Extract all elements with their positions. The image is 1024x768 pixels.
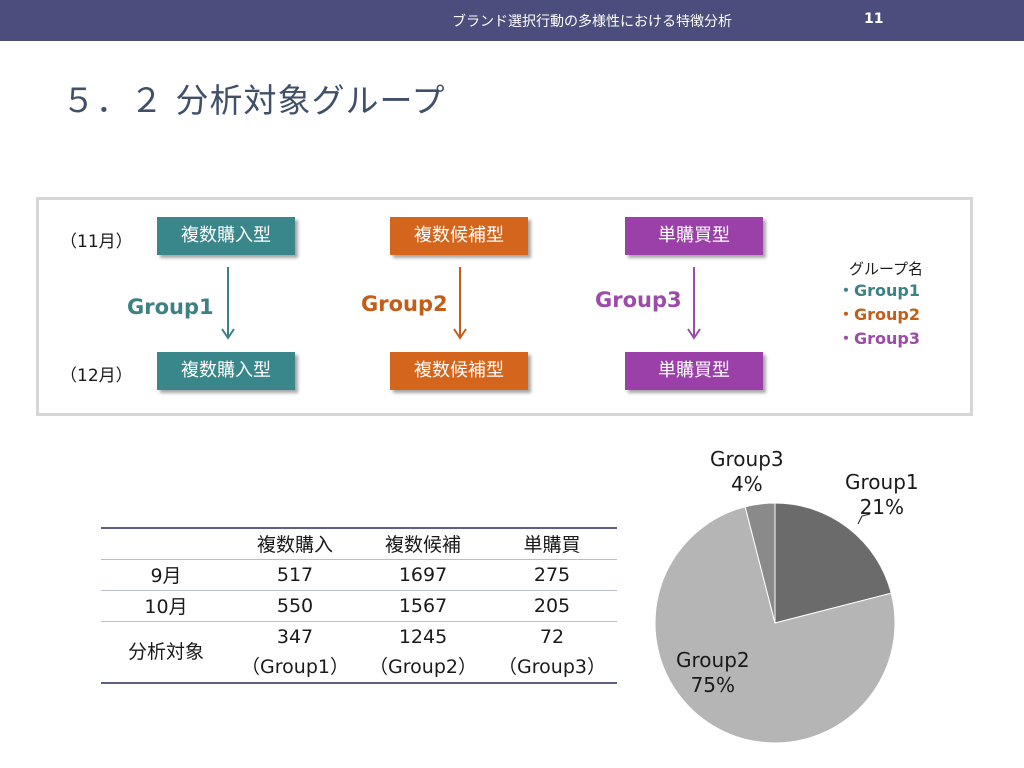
pie-label-group3: Group3 4% bbox=[710, 447, 784, 497]
type-box-multi-purchase-bottom: 複数購入型 bbox=[157, 352, 295, 390]
table-cell: 275 bbox=[533, 563, 571, 586]
pie-label-value: 75% bbox=[690, 673, 736, 697]
pie-chart: Group3 4% Group1 21% Group2 75% bbox=[640, 440, 1024, 768]
legend-item-group3: ・Group3 bbox=[838, 329, 920, 348]
table-header-cell bbox=[101, 528, 231, 559]
cell-value: 347 bbox=[276, 625, 314, 648]
table-header-cell: 複数候補 bbox=[384, 534, 461, 557]
table-header-row: 複数購入 複数候補 単購買 bbox=[101, 528, 617, 559]
table-cell: 517 bbox=[276, 563, 314, 586]
month-label-top: （11月） bbox=[60, 232, 133, 252]
pie-label-value: 21% bbox=[859, 495, 905, 519]
cell-value: 1245 bbox=[398, 625, 448, 648]
cell-note: （Group2） bbox=[369, 655, 477, 678]
pie-chart-svg bbox=[654, 502, 896, 744]
arrow-down-icon bbox=[221, 267, 235, 340]
pie-slice-group2 bbox=[654, 506, 896, 744]
group-label-group2: Group2 bbox=[361, 292, 448, 316]
table-row-label: 分析対象 bbox=[127, 640, 204, 663]
legend-title: グループ名 bbox=[848, 260, 924, 278]
type-box-single-purchase-top: 単購買型 bbox=[625, 217, 763, 255]
cell-value: 72 bbox=[539, 625, 565, 648]
table-cell: 550 bbox=[276, 594, 314, 617]
pie-label-name: Group2 bbox=[676, 648, 750, 672]
pie-leader-line bbox=[857, 513, 871, 525]
header-bar: ブランド選択行動の多様性における特徴分析 11 bbox=[0, 0, 1024, 41]
table-cell: 205 bbox=[533, 594, 571, 617]
pie-label-value: 4% bbox=[730, 472, 763, 496]
pie-slice-group3 bbox=[744, 502, 776, 624]
page-number: 11 bbox=[864, 11, 884, 27]
arrow-down-icon bbox=[453, 267, 467, 340]
legend-item-group2: ・Group2 bbox=[838, 305, 920, 324]
month-label-bottom: （12月） bbox=[60, 366, 133, 386]
table-row-label: 10月 bbox=[144, 596, 188, 618]
pie-label-group2: Group2 75% bbox=[676, 648, 750, 698]
table-cell: 1245 （Group2） bbox=[359, 621, 487, 683]
table-row: 9月 517 1697 275 bbox=[101, 559, 617, 590]
table-header-cell: 複数購入 bbox=[256, 534, 333, 557]
pie-label-group1: Group1 21% bbox=[845, 470, 919, 520]
table-header-cell: 単購買 bbox=[523, 534, 581, 557]
group-label-group1: Group1 bbox=[127, 295, 214, 319]
type-box-multi-candidate-top: 複数候補型 bbox=[390, 217, 528, 255]
header-title: ブランド選択行動の多様性における特徴分析 bbox=[452, 14, 732, 30]
table-cell: 72 （Group3） bbox=[487, 621, 617, 683]
pie-label-name: Group3 bbox=[710, 447, 784, 471]
type-box-multi-candidate-bottom: 複数候補型 bbox=[390, 352, 528, 390]
group-label-group3: Group3 bbox=[595, 288, 682, 312]
group-legend: グループ名 ・Group1 ・Group2 ・Group3 bbox=[826, 258, 946, 351]
cell-note: （Group3） bbox=[498, 655, 606, 678]
legend-item-group1: ・Group1 bbox=[838, 281, 920, 300]
table-cell: 1697 bbox=[398, 563, 448, 586]
type-box-multi-purchase-top: 複数購入型 bbox=[157, 217, 295, 255]
cell-note: （Group1） bbox=[241, 655, 349, 678]
pie-label-name: Group1 bbox=[845, 470, 919, 494]
data-table: 複数購入 複数候補 単購買 9月 517 1697 275 10月 550 15… bbox=[101, 527, 617, 684]
slide-title: ５．２ 分析対象グループ bbox=[62, 81, 446, 120]
table-cell: 347 （Group1） bbox=[231, 621, 359, 683]
arrow-down-icon bbox=[687, 267, 701, 340]
table-cell: 1567 bbox=[398, 594, 448, 617]
table-row: 分析対象 347 （Group1） 1245 （Group2） 72 （Group3） bbox=[101, 621, 617, 683]
pie-slice-group1 bbox=[774, 502, 892, 624]
type-box-single-purchase-bottom: 単購買型 bbox=[625, 352, 763, 390]
table-row-label: 9月 bbox=[150, 565, 182, 587]
table-row: 10月 550 1567 205 bbox=[101, 590, 617, 621]
